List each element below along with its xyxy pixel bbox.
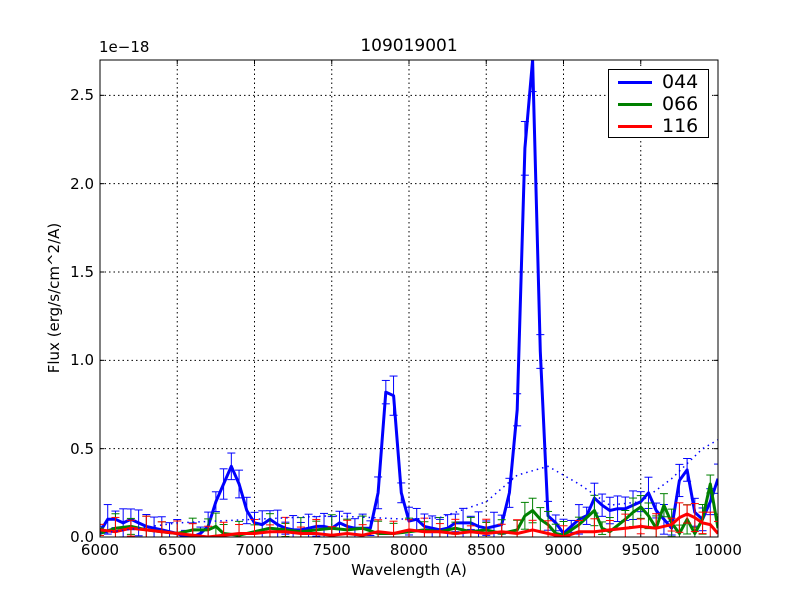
- x-tick-label: 9000: [544, 541, 583, 559]
- legend-item-066: 066: [609, 93, 708, 115]
- chart-title: 109019001: [360, 36, 458, 56]
- legend-label: 116: [662, 115, 699, 137]
- y-axis-label: Flux (erg/s/cm^2/A): [45, 222, 63, 374]
- legend-item-044: 044: [609, 71, 708, 93]
- y-axis-offset-label: 1e−18: [99, 38, 150, 56]
- legend-label: 044: [662, 71, 699, 93]
- y-tick-label: 2.5: [70, 86, 94, 105]
- y-tick-label: 1.0: [70, 351, 94, 370]
- x-tick-label: 8000: [389, 541, 429, 559]
- x-tick-label: 9500: [621, 541, 660, 559]
- y-tick-label: 1.5: [70, 263, 94, 281]
- legend-label: 066: [662, 93, 699, 115]
- legend: 044 066 116: [608, 69, 709, 138]
- legend-swatch: [618, 125, 652, 128]
- y-tick-label: 2.0: [70, 174, 94, 193]
- x-axis-label: Wavelength (A): [351, 561, 467, 579]
- x-tick-label: 7500: [312, 541, 351, 559]
- legend-swatch: [618, 81, 652, 84]
- y-tick-label: 0.5: [70, 439, 94, 458]
- legend-swatch: [618, 103, 652, 106]
- x-tick-label: 6000: [80, 541, 120, 559]
- x-tick-label: 6500: [158, 541, 197, 559]
- legend-item-116: 116: [609, 115, 708, 137]
- x-tick-label: 7000: [235, 541, 274, 559]
- series-line-066: [100, 482, 718, 537]
- x-tick-label: 10000: [694, 541, 742, 559]
- y-tick-label: 0.0: [70, 528, 94, 546]
- x-tick-label: 8500: [467, 541, 506, 559]
